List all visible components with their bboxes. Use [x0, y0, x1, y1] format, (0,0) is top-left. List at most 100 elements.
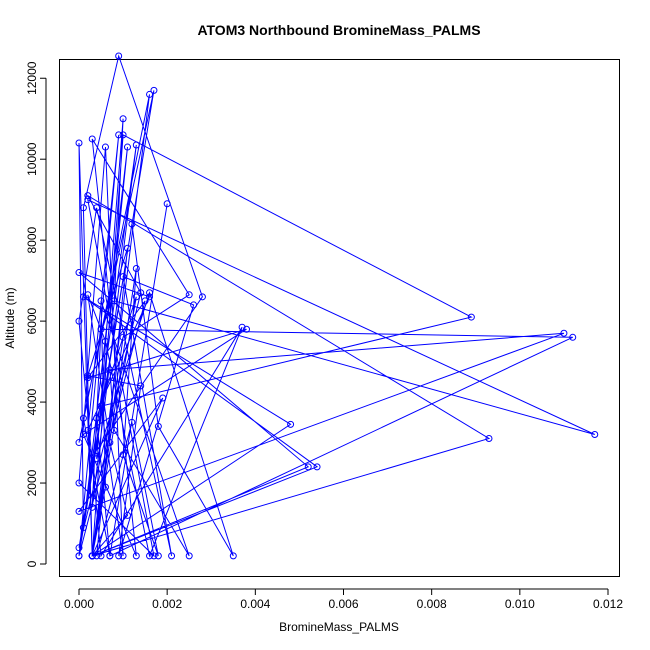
data-point	[243, 325, 251, 333]
data-point	[115, 552, 123, 560]
data-point	[75, 552, 83, 560]
data-point	[101, 337, 109, 345]
data-point	[146, 289, 154, 297]
data-point	[119, 273, 127, 281]
data-point	[84, 372, 92, 380]
data-point	[101, 143, 109, 151]
data-point	[128, 220, 136, 228]
data-point	[75, 139, 83, 147]
data-point	[132, 141, 140, 149]
data-point	[128, 418, 136, 426]
data-point	[79, 430, 87, 438]
data-point	[238, 323, 246, 331]
data-point	[75, 317, 83, 325]
data-point	[119, 333, 127, 341]
data-point	[467, 313, 475, 321]
data-point	[93, 414, 101, 422]
data-point	[137, 289, 145, 297]
data-point	[110, 297, 118, 305]
data-point	[88, 552, 96, 560]
x-tick-label: 0.008	[417, 597, 447, 611]
data-point	[93, 455, 101, 463]
data-point	[146, 293, 154, 301]
data-point	[93, 204, 101, 212]
data-point	[132, 293, 140, 301]
y-tick-label: 8000	[25, 226, 39, 253]
y-tick-label: 10000	[25, 142, 39, 176]
data-point	[154, 422, 162, 430]
data-point	[115, 131, 123, 139]
data-point	[569, 333, 577, 341]
x-axis: 0.000 0.002 0.004 0.006 0.008 0.010 0.012	[64, 588, 623, 611]
data-point	[132, 552, 140, 560]
data-point	[146, 552, 154, 560]
data-point	[150, 86, 158, 94]
plot-frame	[59, 59, 620, 577]
data-point	[97, 325, 105, 333]
data-point	[119, 552, 127, 560]
x-tick-label: 0.004	[240, 597, 270, 611]
data-point	[75, 269, 83, 277]
chart-title: ATOM3 Northbound BromineMass_PALMS	[197, 22, 480, 38]
data-point	[132, 264, 140, 272]
y-tick-label: 0	[25, 560, 39, 567]
data-point	[560, 329, 568, 337]
data-point	[79, 204, 87, 212]
data-point	[93, 447, 101, 455]
data-point	[123, 244, 131, 252]
y-tick-label: 12000	[25, 61, 39, 95]
data-point	[485, 435, 493, 443]
data-point	[141, 297, 149, 305]
y-tick-label: 6000	[25, 307, 39, 334]
data-point	[150, 552, 158, 560]
data-point	[163, 200, 171, 208]
data-point	[101, 483, 109, 491]
data-point	[591, 430, 599, 438]
data-point	[119, 131, 127, 139]
data-point	[123, 143, 131, 151]
data-point	[198, 293, 206, 301]
x-tick-label: 0.012	[593, 597, 623, 611]
data-point	[75, 479, 83, 487]
data-point	[84, 192, 92, 200]
series-layer	[75, 52, 599, 560]
data-point	[106, 366, 114, 374]
data-point	[185, 291, 193, 299]
data-point	[287, 420, 295, 428]
data-point	[84, 196, 92, 204]
data-point	[304, 463, 312, 471]
x-tick-label: 0.002	[152, 597, 182, 611]
data-point	[88, 135, 96, 143]
data-point	[106, 439, 114, 447]
data-point	[97, 552, 105, 560]
data-point	[154, 552, 162, 560]
data-point	[88, 503, 96, 511]
data-point	[137, 382, 145, 390]
data-point	[190, 301, 198, 309]
data-point	[123, 511, 131, 519]
data-point	[159, 394, 167, 402]
x-tick-label: 0.000	[64, 597, 94, 611]
data-point	[75, 439, 83, 447]
data-point	[146, 90, 154, 98]
data-point	[84, 291, 92, 299]
data-point	[75, 544, 83, 552]
x-axis-label: BromineMass_PALMS	[279, 620, 399, 634]
data-point	[93, 552, 101, 560]
data-point	[84, 374, 92, 382]
data-point	[75, 507, 83, 515]
data-point	[168, 552, 176, 560]
data-point	[79, 414, 87, 422]
data-point	[185, 552, 193, 560]
data-point	[119, 115, 127, 123]
data-point	[106, 552, 114, 560]
data-point	[229, 552, 237, 560]
data-point	[79, 524, 87, 532]
x-tick-label: 0.010	[505, 597, 535, 611]
data-point	[110, 426, 118, 434]
y-axis: 0 2000 4000 6000 8000 10000 12000	[25, 61, 47, 567]
y-tick-label: 4000	[25, 388, 39, 415]
data-point	[97, 402, 105, 410]
y-axis-label: Altitude (m)	[3, 287, 17, 348]
